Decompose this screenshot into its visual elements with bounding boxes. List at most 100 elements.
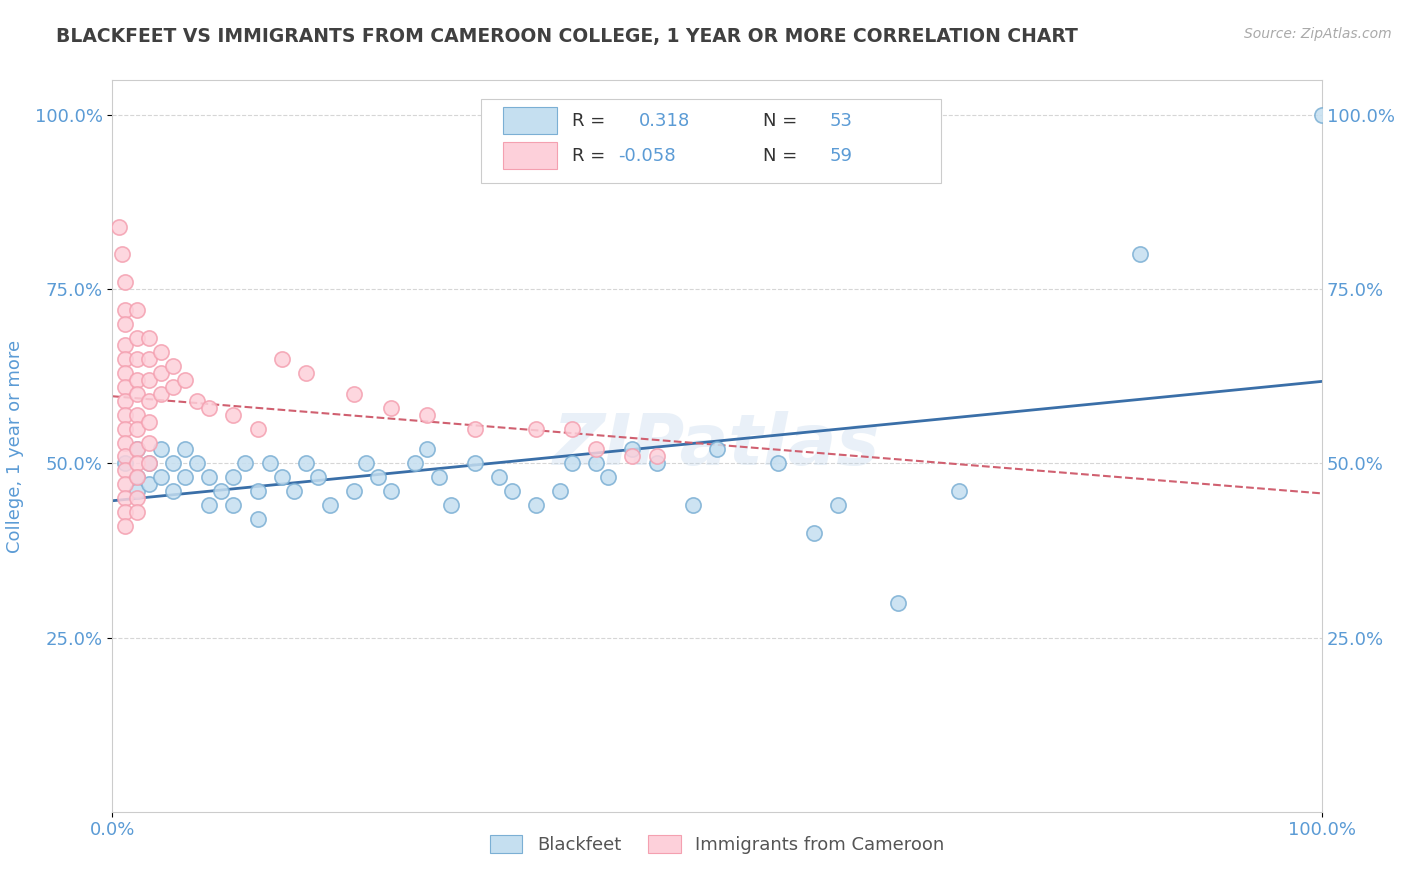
Point <box>149 470 172 484</box>
Point <box>174 442 197 457</box>
Point <box>186 457 208 471</box>
Point <box>125 491 148 506</box>
Legend: Blackfeet, Immigrants from Cameroon: Blackfeet, Immigrants from Cameroon <box>489 835 945 854</box>
Point <box>524 498 547 512</box>
Point <box>270 470 292 484</box>
Point <box>138 457 160 471</box>
Text: ZIPatlas: ZIPatlas <box>554 411 880 481</box>
Point <box>548 484 571 499</box>
Point <box>125 331 148 345</box>
Point <box>682 498 704 512</box>
Point <box>138 477 160 491</box>
Point <box>138 351 160 366</box>
Point <box>138 373 160 387</box>
Point <box>766 457 789 471</box>
Point <box>356 457 378 471</box>
Point <box>585 457 607 471</box>
Point <box>501 484 523 499</box>
Point <box>222 498 245 512</box>
Point <box>114 457 136 471</box>
Point <box>259 457 281 471</box>
Point <box>149 345 172 359</box>
Point <box>114 338 136 352</box>
Text: BLACKFEET VS IMMIGRANTS FROM CAMEROON COLLEGE, 1 YEAR OR MORE CORRELATION CHART: BLACKFEET VS IMMIGRANTS FROM CAMEROON CO… <box>56 27 1078 45</box>
Point <box>186 393 208 408</box>
Point <box>114 435 136 450</box>
Point <box>1310 108 1333 122</box>
Point <box>125 373 148 387</box>
Text: R =: R = <box>572 112 612 129</box>
Point <box>114 408 136 422</box>
Text: R =: R = <box>572 146 612 165</box>
Point <box>621 450 644 464</box>
FancyBboxPatch shape <box>481 99 941 183</box>
Point <box>114 275 136 289</box>
Point <box>343 484 366 499</box>
Point <box>114 366 136 380</box>
Point <box>114 421 136 435</box>
Point <box>645 457 668 471</box>
FancyBboxPatch shape <box>503 107 557 134</box>
Point <box>138 393 160 408</box>
Point <box>246 484 269 499</box>
Point <box>621 442 644 457</box>
Text: -0.058: -0.058 <box>617 146 675 165</box>
Text: Source: ZipAtlas.com: Source: ZipAtlas.com <box>1244 27 1392 41</box>
Point <box>149 366 172 380</box>
Point <box>125 303 148 318</box>
Point <box>887 596 910 610</box>
Point <box>307 470 329 484</box>
Point <box>198 470 221 484</box>
Point <box>125 457 148 471</box>
Point <box>416 408 439 422</box>
Point <box>380 401 402 415</box>
Point <box>174 373 197 387</box>
Point <box>138 457 160 471</box>
Point <box>488 470 510 484</box>
Point <box>114 317 136 331</box>
Point <box>246 421 269 435</box>
Point <box>114 519 136 533</box>
Point <box>440 498 463 512</box>
Point <box>283 484 305 499</box>
Point <box>524 421 547 435</box>
Point <box>114 303 136 318</box>
Point <box>198 498 221 512</box>
Point <box>162 457 184 471</box>
Point <box>367 470 389 484</box>
Point <box>125 408 148 422</box>
Point <box>827 498 849 512</box>
Point <box>464 421 486 435</box>
Point <box>295 457 318 471</box>
Point <box>125 421 148 435</box>
Text: 0.318: 0.318 <box>638 112 690 129</box>
Point <box>319 498 342 512</box>
Point <box>198 401 221 415</box>
Point <box>427 470 450 484</box>
Point <box>125 470 148 484</box>
Point <box>125 442 148 457</box>
Point <box>162 484 184 499</box>
Point <box>125 470 148 484</box>
FancyBboxPatch shape <box>503 143 557 169</box>
Y-axis label: College, 1 year or more: College, 1 year or more <box>6 340 24 552</box>
Point <box>270 351 292 366</box>
Point <box>222 408 245 422</box>
Point <box>114 380 136 394</box>
Point <box>114 505 136 519</box>
Point <box>1129 247 1152 261</box>
Point <box>380 484 402 499</box>
Point <box>645 450 668 464</box>
Point <box>107 219 129 234</box>
Point <box>246 512 269 526</box>
Point <box>114 491 136 506</box>
Text: 53: 53 <box>830 112 852 129</box>
Point <box>162 380 184 394</box>
Point <box>343 386 366 401</box>
Point <box>598 470 620 484</box>
Point <box>948 484 970 499</box>
Text: N =: N = <box>763 112 803 129</box>
Point <box>149 442 172 457</box>
Point <box>114 351 136 366</box>
Point <box>125 484 148 499</box>
